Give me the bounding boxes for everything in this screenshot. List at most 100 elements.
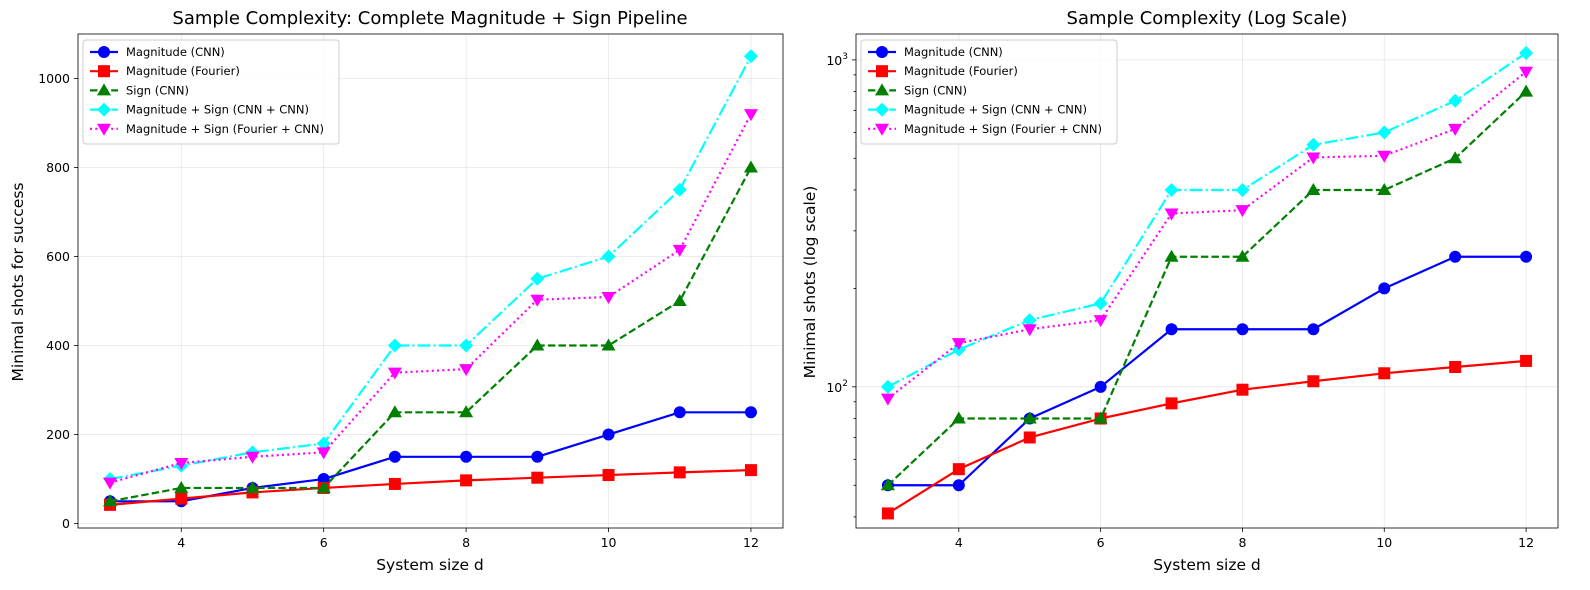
data-point <box>245 451 260 464</box>
legend-label: Magnitude (Fourier) <box>126 64 240 78</box>
series-line <box>887 255 1527 487</box>
series-line <box>887 359 1527 515</box>
data-point <box>1165 323 1178 336</box>
data-point <box>1377 125 1392 140</box>
data-point <box>951 411 966 424</box>
data-point <box>673 406 686 419</box>
legend-entry: Magnitude + Sign (Fourier + CNN) <box>90 122 324 136</box>
data-point <box>316 480 331 493</box>
y-axis-label-right: Minimal shots (log scale) <box>801 186 819 379</box>
x-tick-label: 10 <box>1376 535 1392 550</box>
series-line <box>887 90 1527 487</box>
data-point <box>388 477 401 490</box>
data-point <box>388 450 401 463</box>
data-point <box>1235 249 1250 262</box>
data-point <box>1449 360 1462 373</box>
legend-entry: Magnitude (Fourier) <box>90 64 240 78</box>
legend-marker <box>97 83 111 96</box>
data-point <box>175 492 188 505</box>
data-point <box>1519 84 1534 97</box>
data-point <box>1094 380 1107 393</box>
series-line <box>887 52 1527 388</box>
series-right-2 <box>880 84 1534 491</box>
legend-box <box>82 39 340 145</box>
series-line <box>109 55 752 481</box>
y-tick-label-base: 10 <box>826 380 842 395</box>
legend-entry: Magnitude + Sign (CNN + CNN) <box>868 102 1087 117</box>
data-point <box>1022 313 1037 328</box>
y-tick-label: 400 <box>46 338 70 353</box>
data-point <box>1235 205 1250 218</box>
data-point <box>880 379 895 394</box>
data-point <box>530 294 545 307</box>
legend-box <box>860 39 1118 145</box>
data-point <box>952 479 965 492</box>
data-point <box>1306 137 1321 152</box>
data-point <box>1236 383 1249 396</box>
data-point <box>672 182 687 197</box>
data-point <box>951 338 966 351</box>
data-point <box>744 464 757 477</box>
x-tick-label: 12 <box>1518 535 1534 550</box>
data-point <box>881 507 894 520</box>
data-point <box>1022 411 1037 424</box>
series-line <box>109 113 752 484</box>
legend-label: Sign (CNN) <box>904 83 967 97</box>
data-point <box>1164 182 1179 197</box>
x-axis-label-right: System size d <box>1153 556 1261 574</box>
legend-label: Magnitude (CNN) <box>904 45 1003 59</box>
data-point <box>530 271 545 286</box>
data-point <box>1307 323 1320 336</box>
data-point <box>601 338 616 351</box>
data-point <box>1378 367 1391 380</box>
series-right-4 <box>880 66 1534 406</box>
series-right-3 <box>880 45 1534 394</box>
legend-label: Magnitude (Fourier) <box>904 64 1018 78</box>
legend-marker <box>875 83 889 96</box>
legend-label: Magnitude + Sign (CNN + CNN) <box>126 103 309 117</box>
series-left-2 <box>103 160 758 507</box>
data-point <box>1093 296 1108 311</box>
legend-label: Magnitude + Sign (CNN + CNN) <box>904 103 1087 117</box>
series-left-1 <box>104 464 757 511</box>
data-point <box>245 480 260 493</box>
y-tick-label: 200 <box>46 427 70 442</box>
data-point <box>744 406 757 419</box>
series-line <box>109 166 752 503</box>
data-point <box>531 471 544 484</box>
data-point <box>174 458 189 471</box>
data-point <box>601 249 616 264</box>
data-point <box>880 393 895 406</box>
data-point <box>387 405 402 418</box>
series-line <box>109 469 751 506</box>
data-point <box>387 367 402 380</box>
data-point <box>1520 250 1533 263</box>
data-point <box>174 480 189 493</box>
data-point <box>1519 66 1534 79</box>
data-point <box>1378 282 1391 295</box>
data-point <box>387 338 402 353</box>
y-tick-label-exponent: 2 <box>842 379 848 389</box>
data-point <box>1022 324 1037 337</box>
data-point <box>459 405 474 418</box>
data-point <box>1093 411 1108 424</box>
data-point <box>602 428 615 441</box>
data-point <box>1306 152 1321 165</box>
x-tick-label: 8 <box>462 535 470 550</box>
data-point <box>460 474 473 487</box>
data-point <box>601 292 616 305</box>
legend-label: Magnitude + Sign (Fourier + CNN) <box>904 122 1102 136</box>
legend-marker <box>98 65 110 78</box>
data-point <box>1235 182 1250 197</box>
data-point <box>103 477 118 490</box>
series-right-0 <box>881 250 1533 492</box>
data-point <box>1307 375 1320 388</box>
legend-marker <box>97 123 111 136</box>
data-point <box>1448 123 1463 136</box>
data-point <box>743 49 758 64</box>
legend-entry: Sign (CNN) <box>868 83 967 97</box>
legend-entry: Magnitude (Fourier) <box>868 64 1018 78</box>
